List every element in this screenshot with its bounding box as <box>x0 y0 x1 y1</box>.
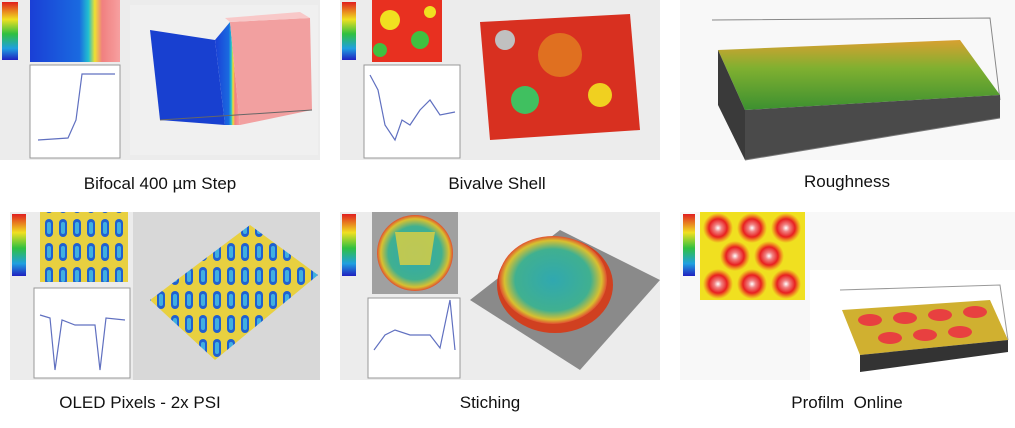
tile-stitching-shape <box>395 232 435 265</box>
tile-bifocal-shape <box>230 18 312 125</box>
tile-profilm-shape <box>878 332 902 344</box>
tile-profilm-shape <box>860 340 1008 372</box>
caption: Bifocal 400 µm Step <box>84 174 237 193</box>
tile-roughness: Roughness <box>680 0 1015 191</box>
tile-bivalve-shape <box>495 30 515 50</box>
tile-profilm: Profilm Online <box>680 212 1015 412</box>
caption: Bivalve Shell <box>448 174 545 193</box>
tile-roughness-shape <box>745 95 1000 160</box>
tile-profilm-shape <box>948 326 972 338</box>
tile-oled-shape <box>40 212 128 282</box>
tile-bifocal-shape <box>159 109 313 121</box>
tile-bivalve-shape <box>363 64 461 159</box>
tile-oled: OLED Pixels - 2x PSI <box>10 212 320 412</box>
tile-profilm-shape <box>771 269 801 299</box>
tile-oled-shape <box>12 214 26 276</box>
tile-bivalve: Bivalve Shell <box>340 0 660 193</box>
tile-bifocal: Bifocal 400 µm Step <box>0 0 320 193</box>
tile-oled-shape <box>33 287 131 379</box>
tile-profilm-shape <box>720 241 750 271</box>
tile-stitching-shape <box>499 236 607 324</box>
tile-profilm-shape <box>703 269 733 299</box>
tile-roughness-shape <box>718 40 1000 110</box>
tile-bifocal-shape <box>2 2 18 60</box>
tile-profilm-shape <box>928 309 952 321</box>
tile-profilm-shape <box>858 314 882 326</box>
tile-roughness-shape <box>718 50 745 160</box>
tile-bivalve-shape <box>424 6 436 18</box>
tile-bivalve-shape <box>369 74 456 142</box>
tile-oled-shape <box>39 314 126 371</box>
tile-bivalve-shape <box>380 10 400 30</box>
tile-roughness-shape <box>744 117 1001 161</box>
tile-oled-shape <box>150 225 318 360</box>
tile-profilm-shape <box>771 213 801 243</box>
tile-bivalve-shape <box>411 31 429 49</box>
tile-profilm-shape <box>737 269 767 299</box>
tile-stitching-shape <box>373 299 456 351</box>
tile-bivalve-shape <box>511 86 539 114</box>
tile-profilm-shape <box>737 213 767 243</box>
tile-bifocal-shape <box>37 73 115 141</box>
tile-bifocal-shape <box>29 64 121 159</box>
tile-bifocal-shape <box>30 0 120 62</box>
tile-profilm-shape <box>703 213 733 243</box>
tile-stitching: Stiching <box>340 212 660 412</box>
tile-bivalve-shape <box>538 33 582 77</box>
tile-profilm-shape <box>683 214 695 276</box>
tile-profilm-shape <box>839 284 1009 341</box>
tile-stitching-shape <box>342 214 356 276</box>
tile-profilm-shape <box>963 306 987 318</box>
tile-bifocal-shape <box>150 30 225 125</box>
tile-roughness-shape <box>711 17 1001 101</box>
caption: Roughness <box>804 172 890 191</box>
tile-bivalve-shape <box>588 83 612 107</box>
tile-bifocal-shape <box>225 12 310 22</box>
tile-bivalve-shape <box>373 43 387 57</box>
tile-bivalve-shape <box>342 2 356 60</box>
tile-profilm-shape <box>913 329 937 341</box>
tile-profilm-shape <box>754 241 784 271</box>
caption: OLED Pixels - 2x PSI <box>59 393 221 412</box>
tile-stitching-shape <box>367 297 461 379</box>
tile-profilm-shape <box>893 312 917 324</box>
caption: Stiching <box>460 393 520 412</box>
tile-bifocal-shape <box>215 22 240 125</box>
caption: Profilm Online <box>791 393 902 412</box>
